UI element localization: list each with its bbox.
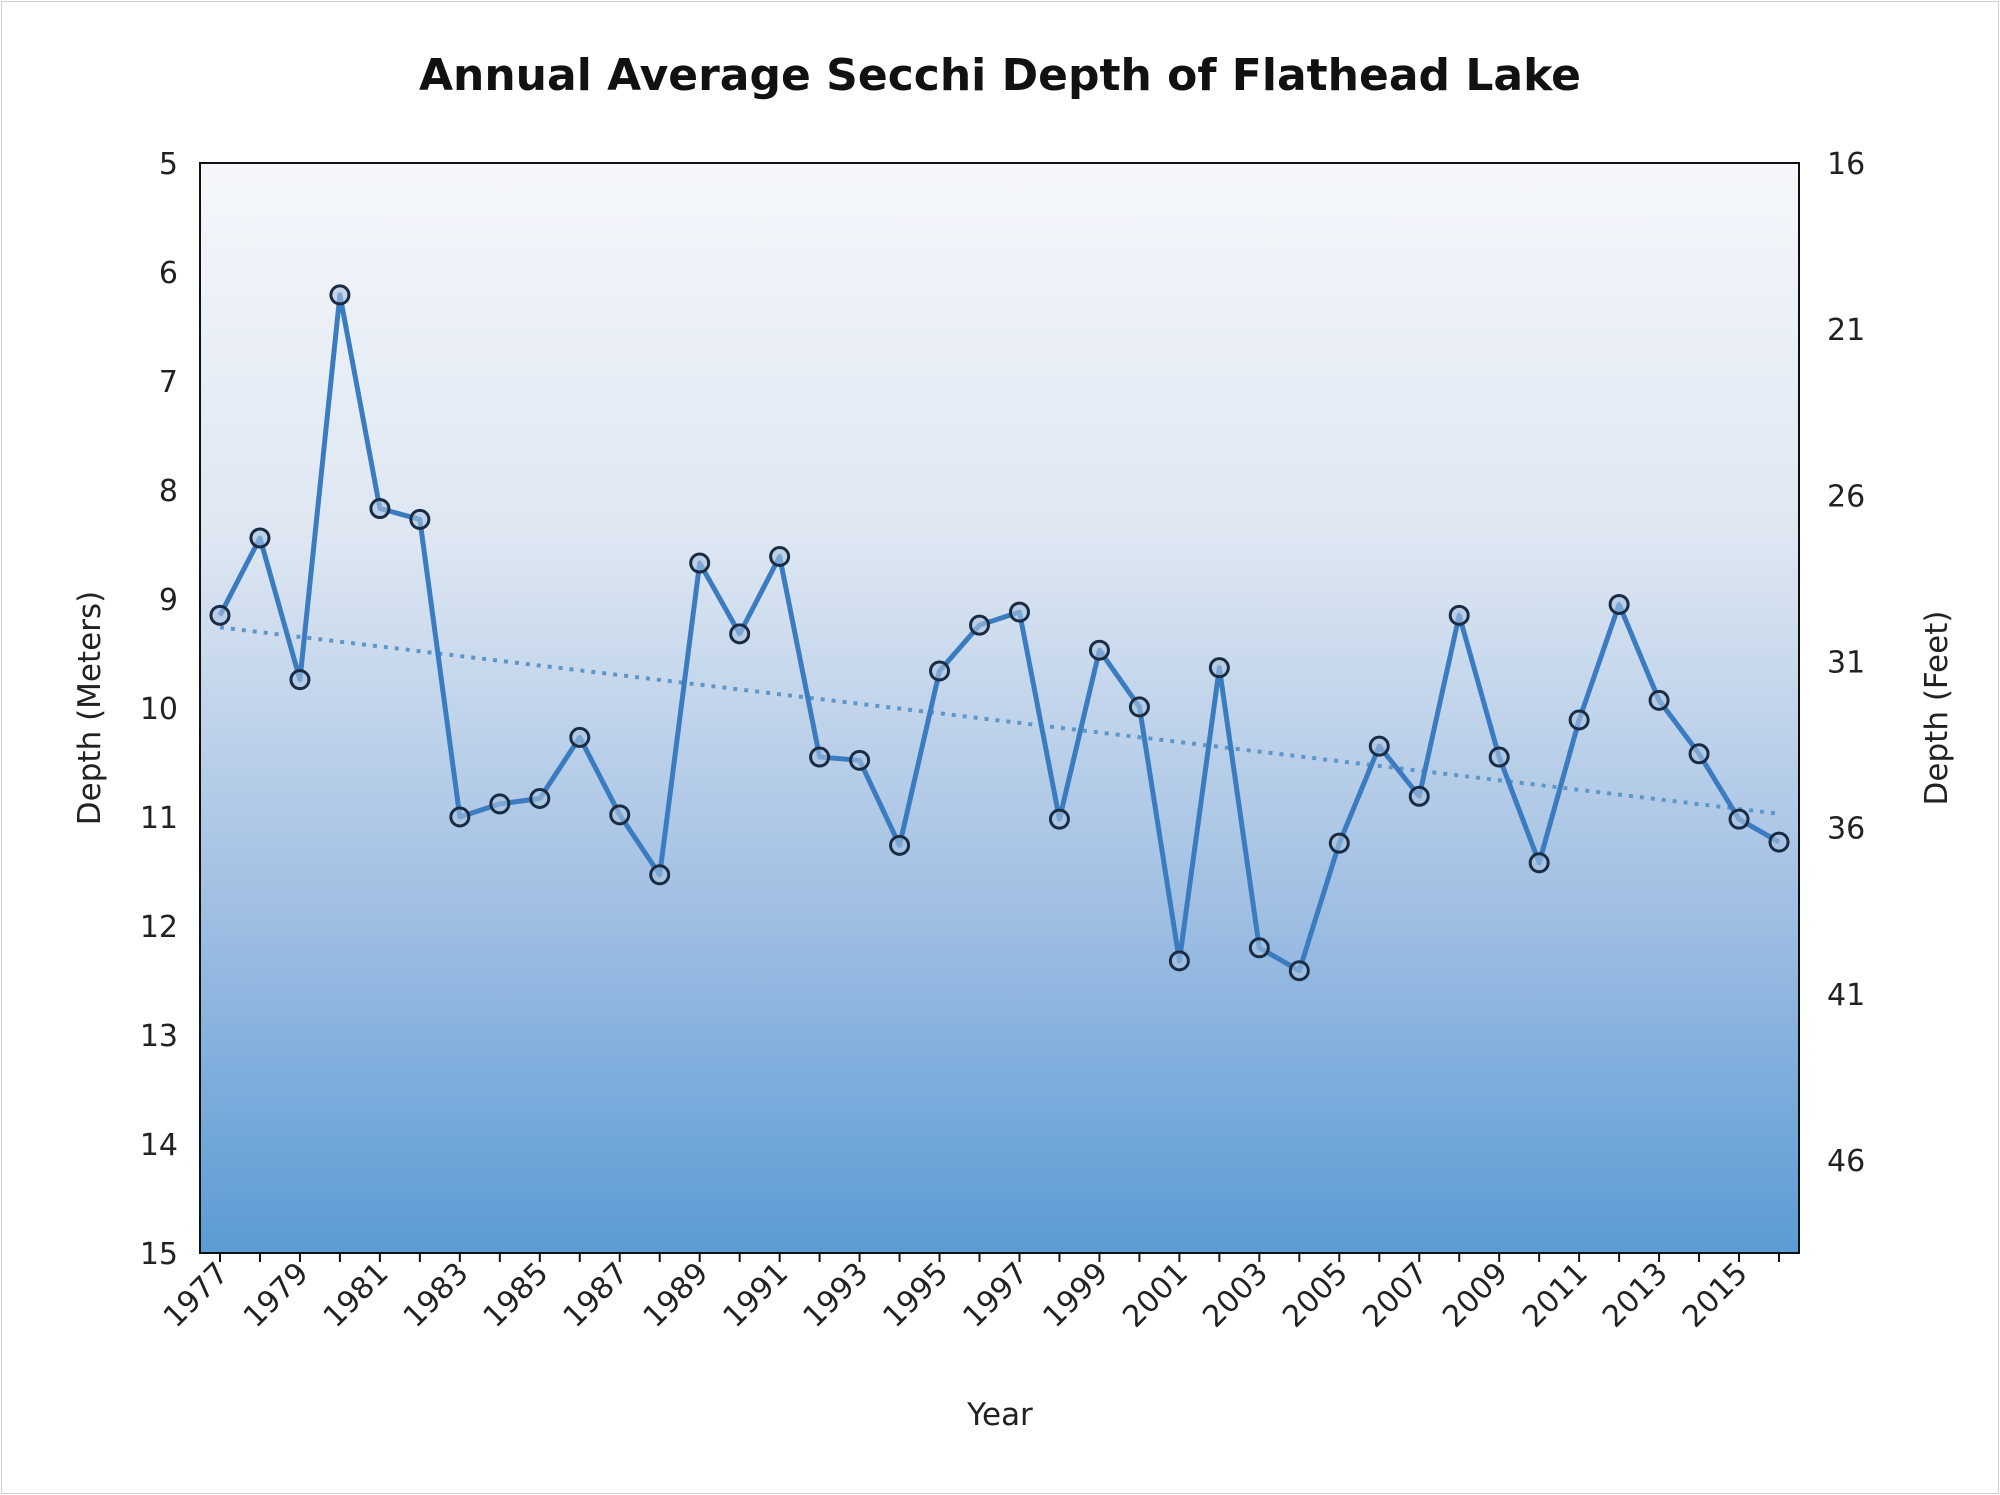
data-point <box>1008 601 1030 623</box>
x-tick-label: 2015 <box>1676 1256 1755 1335</box>
data-point <box>329 284 351 306</box>
data-point <box>1448 604 1470 626</box>
y-tick-label: 13 <box>140 1019 178 1054</box>
data-point <box>849 749 871 771</box>
y-right-tick-label: 31 <box>1827 645 1865 680</box>
series-line <box>217 292 1781 974</box>
y-right-tick-label: 36 <box>1827 812 1865 847</box>
data-point <box>769 545 791 567</box>
chart-title: Annual Average Secchi Depth of Flathead … <box>419 50 1581 101</box>
x-tick-label: 1997 <box>956 1256 1035 1335</box>
x-tick-label: 1989 <box>637 1256 716 1335</box>
y-tick-label: 6 <box>159 256 178 291</box>
y-axis-label-left: Depth (Meters) <box>72 591 108 825</box>
y-tick-label: 12 <box>140 910 178 945</box>
y-tick-label: 8 <box>159 474 178 509</box>
y-right-tick-label: 26 <box>1827 479 1865 514</box>
data-point <box>1128 696 1150 718</box>
data-point <box>609 804 631 826</box>
data-point <box>529 787 551 809</box>
data-point <box>569 726 591 748</box>
x-tick-label: 2009 <box>1436 1256 1515 1335</box>
x-tick-label: 2003 <box>1196 1256 1275 1335</box>
data-point <box>489 793 511 815</box>
y-right-tick-label: 46 <box>1827 1144 1865 1179</box>
data-point <box>1248 937 1270 959</box>
data-point <box>1328 832 1350 854</box>
data-point <box>1288 960 1310 982</box>
x-tick-label: 1983 <box>397 1256 476 1335</box>
x-tick-label: 2013 <box>1596 1256 1675 1335</box>
y-tick-label: 11 <box>140 801 178 836</box>
y-tick-label: 15 <box>140 1237 178 1272</box>
x-axis-label: Year <box>966 1397 1033 1433</box>
data-point <box>1488 746 1510 768</box>
y-tick-label: 5 <box>159 147 178 182</box>
x-tick-label: 2007 <box>1356 1256 1435 1335</box>
data-point <box>289 669 311 691</box>
x-tick-label: 1985 <box>477 1256 556 1335</box>
data-point <box>1528 852 1550 874</box>
data-point <box>929 660 951 682</box>
plot-area <box>199 162 1800 1254</box>
y-right-tick-label: 21 <box>1827 313 1865 348</box>
y-right-tick-label: 16 <box>1827 147 1865 182</box>
y-tick-label: 9 <box>159 583 178 618</box>
y-tick-label: 10 <box>140 692 178 727</box>
data-point <box>369 498 391 520</box>
data-point <box>1608 593 1630 615</box>
x-tick-label: 1995 <box>876 1256 955 1335</box>
y-right-tick-label: 41 <box>1827 978 1865 1013</box>
data-point <box>1768 831 1790 853</box>
x-tick-label: 1981 <box>317 1256 396 1335</box>
data-point <box>649 864 671 886</box>
data-point <box>449 806 471 828</box>
x-tick-label: 2001 <box>1116 1256 1195 1335</box>
y-tick-label: 14 <box>140 1128 178 1163</box>
data-point <box>249 527 271 549</box>
x-tick-label: 2011 <box>1516 1256 1595 1335</box>
y-tick-label: 7 <box>159 365 178 400</box>
data-point <box>1728 808 1750 830</box>
x-tick-label: 1979 <box>237 1256 316 1335</box>
data-point <box>1208 657 1230 679</box>
data-point <box>809 746 831 768</box>
x-tick-label: 1999 <box>1036 1256 1115 1335</box>
data-point <box>1048 808 1070 830</box>
data-point <box>1368 735 1390 757</box>
data-point <box>1648 689 1670 711</box>
x-tick-label: 2005 <box>1276 1256 1355 1335</box>
data-point <box>1688 743 1710 765</box>
data-point <box>1568 709 1590 731</box>
data-point <box>969 614 991 636</box>
data-point <box>1408 785 1430 807</box>
data-point <box>889 834 911 856</box>
data-point <box>729 623 751 645</box>
data-point <box>409 508 431 530</box>
data-point <box>209 604 231 626</box>
data-point <box>689 552 711 574</box>
data-point <box>1088 639 1110 661</box>
x-tick-label: 1991 <box>717 1256 796 1335</box>
x-tick-label: 1993 <box>797 1256 876 1335</box>
data-point <box>1168 950 1190 972</box>
x-tick-label: 1987 <box>557 1256 636 1335</box>
y-axis-label-right: Depth (Feet) <box>1919 611 1955 806</box>
